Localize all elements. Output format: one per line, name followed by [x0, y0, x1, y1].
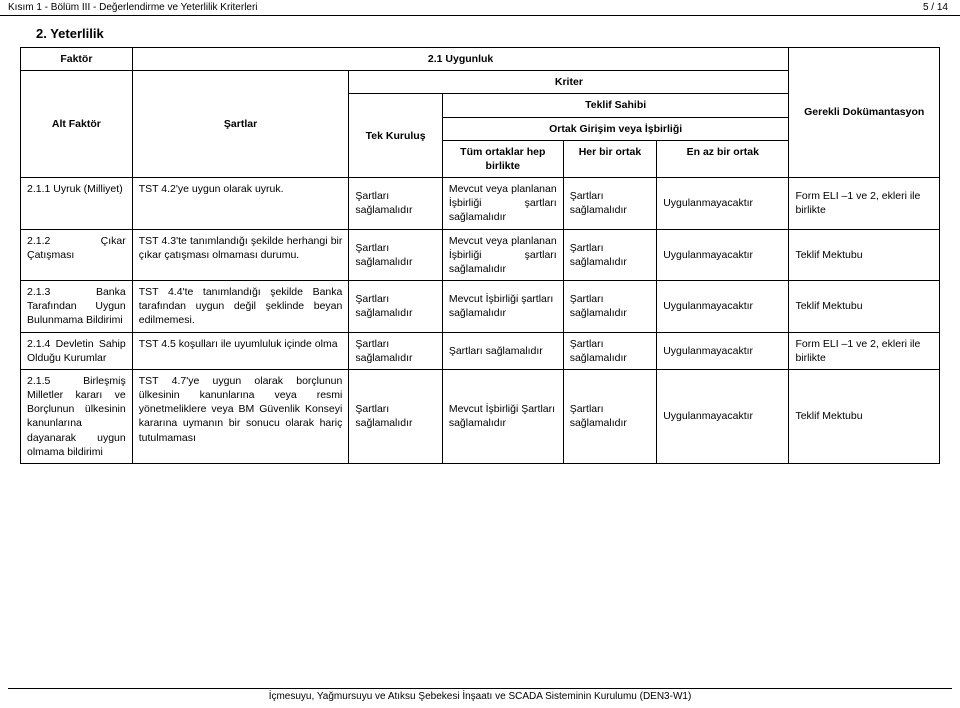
- cell-sart: TST 4.7'ye uygun olarak borçlunun ülkesi…: [132, 369, 349, 463]
- cell-tek: Şartları sağlamalıdır: [349, 332, 442, 369]
- cell-tek: Şartları sağlamalıdır: [349, 369, 442, 463]
- cell-her: Şartları sağlamalıdır: [563, 178, 656, 230]
- section-title: 2. Yeterlilik: [0, 16, 960, 47]
- table-row: 2.1.2 Çıkar Çatışması TST 4.3'te tanımla…: [21, 229, 940, 281]
- th-ortak-girisim: Ortak Girişim veya İşbirliği: [442, 117, 789, 140]
- cell-alt: 2.1.2 Çıkar Çatışması: [21, 229, 133, 281]
- cell-tum: Mevcut veya planlanan İşbirliği şartları…: [442, 178, 563, 230]
- cell-her: Şartları sağlamalıdır: [563, 369, 656, 463]
- th-kriter: Kriter: [349, 71, 789, 94]
- th-faktor: Faktör: [21, 48, 133, 71]
- cell-tum: Şartları sağlamalıdır: [442, 332, 563, 369]
- cell-tum: Mevcut veya planlanan İşbirliği şartları…: [442, 229, 563, 281]
- th-tek-kurulus: Tek Kuruluş: [349, 94, 442, 178]
- criteria-table: Faktör 2.1 Uygunluk Gerekli Dokümantasyo…: [20, 47, 940, 464]
- th-teklif-sahibi: Teklif Sahibi: [442, 94, 789, 117]
- table-row: 2.1.1 Uyruk (Milliyet) TST 4.2'ye uygun …: [21, 178, 940, 230]
- th-gerekli: Gerekli Dokümantasyon: [789, 48, 940, 178]
- page-footer: İçmesuyu, Yağmursuyu ve Atıksu Şebekesi …: [8, 688, 952, 702]
- cell-tek: Şartları sağlamalıdır: [349, 281, 442, 333]
- cell-dok: Teklif Mektubu: [789, 369, 940, 463]
- cell-enaz: Uygulanmayacaktır: [657, 281, 789, 333]
- th-her-bir-ortak: Her bir ortak: [563, 140, 656, 177]
- table-head: Faktör 2.1 Uygunluk Gerekli Dokümantasyo…: [21, 48, 940, 178]
- cell-her: Şartları sağlamalıdır: [563, 332, 656, 369]
- th-alt-faktor: Alt Faktör: [21, 71, 133, 178]
- cell-dok: Form ELI –1 ve 2, ekleri ile birlikte: [789, 178, 940, 230]
- cell-tum: Mevcut İşbirliği Şartları sağlamalıdır: [442, 369, 563, 463]
- header-left: Kısım 1 - Bölüm III - Değerlendirme ve Y…: [8, 2, 258, 13]
- cell-tum: Mevcut İşbirliği şartları sağlamalıdır: [442, 281, 563, 333]
- cell-dok: Teklif Mektubu: [789, 281, 940, 333]
- page-header: Kısım 1 - Bölüm III - Değerlendirme ve Y…: [0, 0, 960, 16]
- cell-alt: 2.1.4 Devletin Sahip Olduğu Kurumlar: [21, 332, 133, 369]
- th-en-az-bir: En az bir ortak: [657, 140, 789, 177]
- cell-enaz: Uygulanmayacaktır: [657, 229, 789, 281]
- cell-enaz: Uygulanmayacaktır: [657, 332, 789, 369]
- cell-tek: Şartları sağlamalıdır: [349, 229, 442, 281]
- table-body: 2.1.1 Uyruk (Milliyet) TST 4.2'ye uygun …: [21, 178, 940, 464]
- cell-her: Şartları sağlamalıdır: [563, 281, 656, 333]
- cell-dok: Teklif Mektubu: [789, 229, 940, 281]
- cell-her: Şartları sağlamalıdır: [563, 229, 656, 281]
- header-right: 5 / 14: [923, 2, 948, 13]
- cell-alt: 2.1.5 Birleşmiş Milletler kararı ve Borç…: [21, 369, 133, 463]
- th-uygunluk: 2.1 Uygunluk: [132, 48, 789, 71]
- head-row-1: Faktör 2.1 Uygunluk Gerekli Dokümantasyo…: [21, 48, 940, 71]
- table-row: 2.1.5 Birleşmiş Milletler kararı ve Borç…: [21, 369, 940, 463]
- cell-dok: Form ELI –1 ve 2, ekleri ile birlikte: [789, 332, 940, 369]
- cell-tek: Şartları sağlamalıdır: [349, 178, 442, 230]
- cell-enaz: Uygulanmayacaktır: [657, 369, 789, 463]
- th-sartlar: Şartlar: [132, 71, 349, 178]
- th-tum-ortaklar: Tüm ortaklar hep birlikte: [442, 140, 563, 177]
- criteria-table-wrap: Faktör 2.1 Uygunluk Gerekli Dokümantasyo…: [0, 47, 960, 464]
- cell-alt: 2.1.3 Banka Tarafından Uygun Bulunmama B…: [21, 281, 133, 333]
- table-row: 2.1.3 Banka Tarafından Uygun Bulunmama B…: [21, 281, 940, 333]
- cell-sart: TST 4.4'te tanımlandığı şekilde Banka ta…: [132, 281, 349, 333]
- table-row: 2.1.4 Devletin Sahip Olduğu Kurumlar TST…: [21, 332, 940, 369]
- cell-enaz: Uygulanmayacaktır: [657, 178, 789, 230]
- cell-sart: TST 4.5 koşulları ile uyumluluk içinde o…: [132, 332, 349, 369]
- cell-sart: TST 4.2'ye uygun olarak uyruk.: [132, 178, 349, 230]
- cell-alt: 2.1.1 Uyruk (Milliyet): [21, 178, 133, 230]
- cell-sart: TST 4.3'te tanımlandığı şekilde herhangi…: [132, 229, 349, 281]
